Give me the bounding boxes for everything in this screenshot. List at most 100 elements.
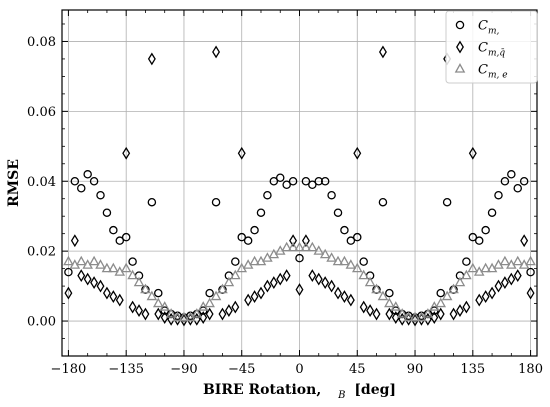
data-series bbox=[63, 45, 536, 327]
circle-point bbox=[346, 236, 356, 245]
diamond-point bbox=[372, 307, 381, 321]
diamond-point bbox=[237, 146, 246, 160]
diamond-point bbox=[289, 234, 298, 248]
legend-label-sub: m, e bbox=[488, 71, 508, 81]
triangle-point bbox=[294, 241, 305, 252]
circle-point bbox=[256, 208, 266, 217]
circle-point bbox=[121, 232, 131, 242]
triangle-point bbox=[101, 262, 113, 273]
diamond-point bbox=[314, 272, 323, 286]
diamond-point bbox=[128, 300, 137, 314]
diamond-point bbox=[231, 300, 240, 314]
triangle-point bbox=[249, 255, 260, 266]
diamond-point bbox=[500, 276, 509, 290]
diamond-point bbox=[64, 286, 73, 300]
diamond-point bbox=[135, 304, 143, 318]
circle-point bbox=[378, 197, 388, 207]
triangle-point bbox=[210, 290, 222, 301]
diamond-point bbox=[115, 293, 124, 307]
circle-point bbox=[275, 173, 285, 183]
triangle-point bbox=[172, 311, 183, 322]
circle-point bbox=[436, 288, 445, 298]
triangle-point bbox=[204, 297, 215, 308]
triangle-point bbox=[512, 255, 524, 266]
circle-point bbox=[526, 267, 535, 277]
x-tick-label: 135 bbox=[460, 362, 485, 377]
triangle-point bbox=[223, 276, 235, 287]
diamond-point bbox=[359, 300, 368, 314]
diamond-point bbox=[520, 234, 529, 248]
diamond-point bbox=[160, 311, 169, 324]
diamond-point bbox=[301, 234, 310, 248]
series-triangle bbox=[63, 241, 536, 322]
triangle-point bbox=[441, 290, 453, 301]
circle-point bbox=[77, 183, 86, 193]
diamond-point bbox=[282, 269, 291, 283]
triangle-point bbox=[152, 297, 164, 308]
triangle-point bbox=[133, 276, 145, 287]
diamond-point bbox=[346, 293, 355, 307]
triangle-point bbox=[178, 311, 190, 322]
diamond-point bbox=[462, 300, 471, 314]
diamond-point bbox=[224, 304, 233, 318]
triangle-point bbox=[339, 255, 350, 266]
circle-point bbox=[115, 236, 125, 245]
triangle-point bbox=[390, 301, 402, 311]
circle-point bbox=[70, 177, 80, 186]
triangle-point bbox=[435, 297, 447, 308]
diamond-point bbox=[295, 283, 304, 297]
diamond-point bbox=[102, 286, 111, 300]
triangle-point bbox=[499, 255, 511, 266]
triangle-point bbox=[95, 259, 106, 269]
x-axis-label: BIRE Rotation, B [deg] bbox=[203, 382, 396, 402]
x-tick-label: −180 bbox=[51, 362, 87, 377]
triangle-point bbox=[75, 255, 87, 266]
diamond-point bbox=[147, 52, 156, 66]
x-tick-label: −90 bbox=[170, 362, 197, 377]
triangle-point bbox=[159, 301, 171, 311]
y-tick-label: 0.06 bbox=[27, 105, 56, 120]
diamond-point bbox=[494, 279, 503, 293]
triangle-point bbox=[467, 262, 479, 273]
triangle-point bbox=[364, 276, 376, 287]
diamond-point bbox=[122, 146, 131, 160]
diamond-point bbox=[141, 307, 150, 321]
x-tick-label: 45 bbox=[349, 362, 366, 377]
circle-point bbox=[327, 190, 336, 200]
circle-point bbox=[385, 288, 394, 298]
triangle-point bbox=[448, 283, 459, 294]
triangle-point bbox=[351, 262, 363, 273]
circle-point bbox=[481, 225, 490, 235]
diamond-point bbox=[263, 279, 272, 293]
diamond-point bbox=[411, 313, 420, 327]
x-axis-label-suffix: [deg] bbox=[354, 382, 396, 398]
diamond-point bbox=[430, 311, 439, 324]
legend-label-main: C bbox=[478, 19, 488, 34]
x-tick-label: 0 bbox=[295, 362, 303, 377]
circle-point bbox=[263, 190, 272, 200]
triangle-point bbox=[300, 241, 312, 252]
circle-point bbox=[243, 236, 253, 245]
x-tick-label: 180 bbox=[518, 362, 543, 377]
diamond-point bbox=[526, 286, 535, 300]
triangle-point bbox=[230, 269, 241, 280]
triangle-point bbox=[319, 248, 331, 259]
diamond-point bbox=[96, 279, 105, 293]
diamond-point bbox=[385, 307, 394, 321]
x-axis-label-prefix: BIRE Rotation, bbox=[203, 382, 321, 398]
legend-marker-diamond bbox=[456, 40, 464, 54]
triangle-point bbox=[422, 308, 434, 318]
triangle-point bbox=[281, 241, 292, 252]
triangle-point bbox=[217, 283, 228, 294]
circle-point bbox=[320, 177, 330, 186]
circle-point bbox=[282, 180, 291, 189]
triangle-point bbox=[108, 262, 119, 273]
diamond-point bbox=[199, 311, 208, 324]
circle-point bbox=[83, 170, 92, 179]
circle-point bbox=[102, 208, 112, 217]
y-tick-label: 0.00 bbox=[27, 315, 56, 330]
triangle-point bbox=[371, 283, 382, 294]
diamond-point bbox=[353, 146, 362, 160]
legend-label: Cm, bbox=[478, 19, 499, 37]
triangle-point bbox=[191, 308, 203, 318]
